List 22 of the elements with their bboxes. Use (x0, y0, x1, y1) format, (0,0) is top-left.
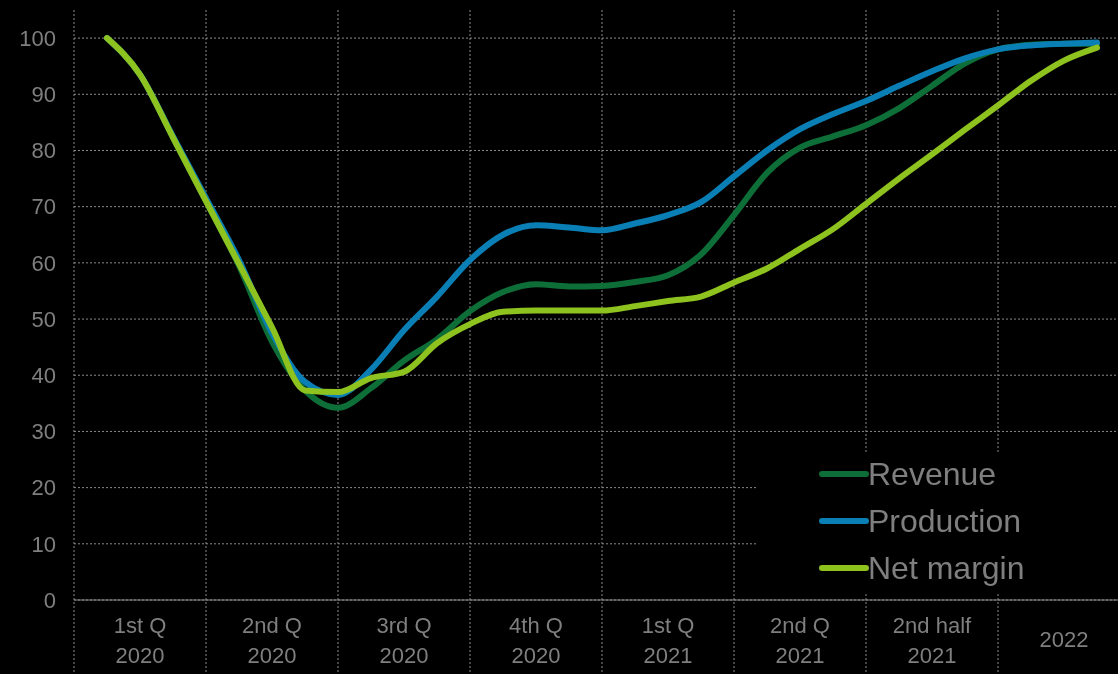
y-tick-label: 80 (31, 138, 56, 164)
x-tick-label: 1st Q 2021 (641, 613, 695, 668)
x-tick-label: 2022 (1039, 627, 1089, 652)
y-tick-label: 90 (31, 81, 56, 107)
y-tick-label: 50 (31, 306, 56, 332)
y-tick-label: 10 (31, 531, 56, 557)
x-tick-label: 2nd half 2021 (892, 613, 973, 668)
y-tick-label: 20 (31, 475, 56, 501)
x-tick-label: 3rd Q 2020 (376, 613, 432, 668)
x-tick-label: 2nd Q 2020 (242, 613, 302, 668)
y-tick-label: 30 (31, 419, 56, 445)
legend-label: Production (868, 503, 1021, 540)
legend-label: Net margin (868, 550, 1025, 587)
y-tick-label: 40 (31, 362, 56, 388)
y-tick-label: 100 (19, 25, 56, 51)
x-tick-label: 4th Q 2020 (509, 613, 563, 668)
y-tick-label: 60 (31, 250, 56, 276)
x-tick-label: 1st Q 2020 (113, 613, 167, 668)
legend-label: Revenue (868, 456, 997, 493)
x-tick-label: 2nd Q 2021 (770, 613, 830, 668)
y-tick-label: 0 (43, 587, 56, 613)
y-tick-label: 70 (31, 194, 56, 220)
